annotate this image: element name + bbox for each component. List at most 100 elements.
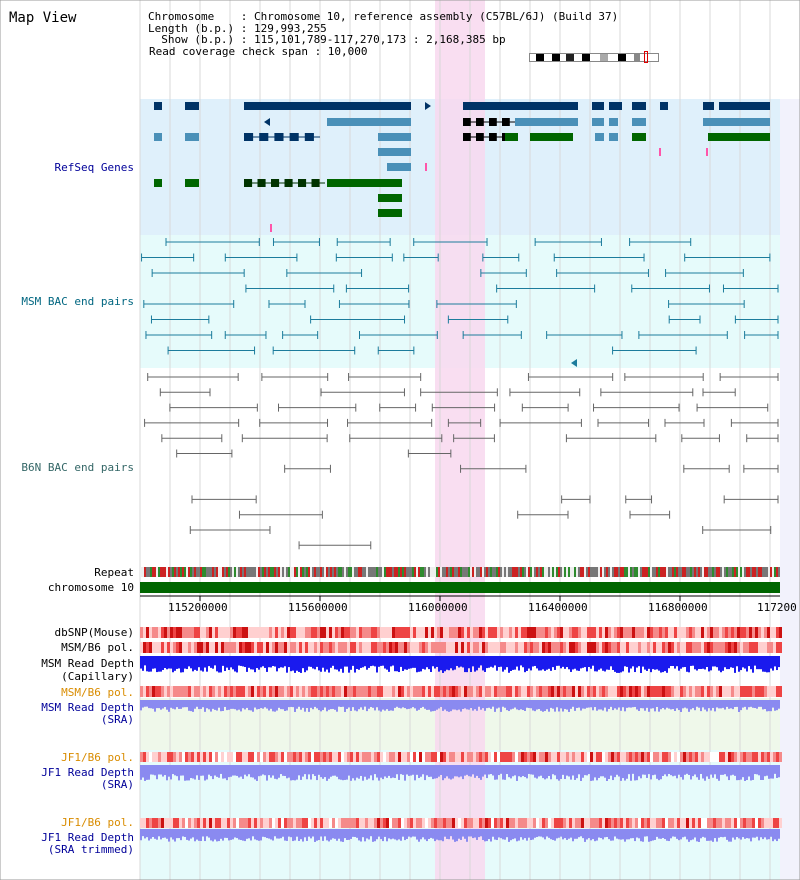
msm-b6-pol-heat-cell xyxy=(389,642,392,653)
msm-depth-sra-bar xyxy=(316,700,318,709)
dbsnp-heat-cell xyxy=(236,627,239,638)
jf1-pol-2-heat-cell xyxy=(254,818,257,828)
refseq-gene xyxy=(185,133,199,141)
jf1-depth-trim-bar xyxy=(678,829,680,841)
jf1-depth-trim-bar xyxy=(618,829,620,840)
msm-b6-pol-sra-heat-cell xyxy=(482,686,485,697)
msm-b6-pol-heat-cell xyxy=(359,642,362,653)
msm-b6-pol-sra-heat-cell xyxy=(335,686,338,697)
msm-b6-pol-heat-cell xyxy=(569,642,572,653)
msm-depth-capillary-bar xyxy=(238,656,240,666)
dbsnp-heat-cell xyxy=(299,627,302,638)
jf1-depth-trim-bar xyxy=(354,829,356,837)
msm-depth-capillary-bar xyxy=(178,656,180,669)
dbsnp-heat-cell xyxy=(569,627,572,638)
msm-b6-pol-heat-cell xyxy=(425,642,428,653)
jf1-depth-sra-bar xyxy=(356,765,358,778)
jf1-pol-heat-cell xyxy=(278,752,281,762)
jf1-depth-sra-bar xyxy=(716,765,718,779)
jf1-depth-sra-bar xyxy=(696,765,698,778)
jf1-pol-heat-cell xyxy=(149,752,152,762)
jf1-depth-sra-bar xyxy=(332,765,334,776)
jf1-pol-2-heat-cell xyxy=(395,818,398,828)
jf1-pol-2-heat-cell xyxy=(707,818,710,828)
repeat-segment xyxy=(342,567,344,577)
msm-b6-pol-heat-cell xyxy=(251,642,254,653)
msm-depth-sra-bar xyxy=(620,700,622,711)
chromosome-ideogram[interactable] xyxy=(529,51,659,63)
msm-b6-pol-sra-heat-cell xyxy=(701,686,704,697)
dbsnp-heat-cell xyxy=(683,627,686,638)
msm-depth-capillary-bar xyxy=(452,656,454,671)
repeat-segment xyxy=(702,567,704,577)
msm-depth-capillary-bar xyxy=(172,656,174,673)
jf1-pol-2-heat-cell xyxy=(755,818,758,828)
repeat-segment xyxy=(416,567,418,577)
msm-depth-capillary-bar xyxy=(146,656,148,672)
repeat-segment xyxy=(350,567,352,577)
msm-b6-pol-heat-cell xyxy=(521,642,524,653)
msm-depth-sra-bar xyxy=(468,700,470,710)
jf1-depth-trim-bar xyxy=(452,829,454,840)
repeat-segment xyxy=(648,567,650,577)
jf1-depth-trim-bar xyxy=(342,829,344,842)
jf1-pol-heat-cell xyxy=(200,752,203,762)
msm-b6-pol-sra-heat-cell xyxy=(617,686,620,697)
jf1-depth-trim-bar xyxy=(220,829,222,839)
jf1-depth-trim-bar xyxy=(156,829,158,840)
jf1-depth-sra-bar xyxy=(724,765,726,775)
dbsnp-heat-cell xyxy=(230,627,233,638)
refseq-gene-exon xyxy=(304,133,314,141)
jf1-depth-sra-bar xyxy=(264,765,266,776)
jf1-depth-sra-bar xyxy=(388,765,390,776)
refseq-gene xyxy=(719,102,770,110)
msm-depth-capillary-bar xyxy=(506,656,508,668)
jf1-depth-sra-bar xyxy=(336,765,338,777)
jf1-depth-trim-bar xyxy=(572,829,574,842)
msm-depth-capillary-bar xyxy=(562,656,564,667)
dbsnp-heat-cell xyxy=(260,627,263,638)
jf1-pol-2-heat-cell xyxy=(224,818,227,828)
jf1-pol-heat-cell xyxy=(143,752,146,762)
msm-depth-sra-bar xyxy=(578,700,580,708)
jf1-depth-trim-bar xyxy=(644,829,646,837)
repeat-segment xyxy=(248,567,250,577)
msm-depth-sra-bar xyxy=(618,700,620,708)
msm-depth-capillary-bar xyxy=(494,656,496,666)
msm-depth-capillary-bar xyxy=(350,656,352,670)
jf1-depth-sra-bar xyxy=(350,765,352,781)
msm-depth-sra-bar xyxy=(332,700,334,709)
jf1-pol-2-heat-cell xyxy=(689,818,692,828)
msm-depth-capillary-bar xyxy=(304,656,306,673)
repeat-segment xyxy=(276,567,278,577)
jf1-pol-2-heat-cell xyxy=(752,818,755,828)
msm-depth-sra-bar xyxy=(722,700,724,708)
repeat-segment xyxy=(710,567,712,577)
msm-b6-pol-sra-heat-cell xyxy=(773,686,776,697)
jf1-depth-trim-bar xyxy=(626,829,628,840)
jf1-depth-sra-bar xyxy=(250,765,252,778)
repeat-segment xyxy=(292,567,294,577)
msm-b6-pol-sra-heat-cell xyxy=(506,686,509,697)
msm-depth-capillary-bar xyxy=(540,656,542,671)
jf1-depth-sra-bar xyxy=(572,765,574,776)
msm-b6-pol-heat-cell xyxy=(704,642,707,653)
repeat-segment xyxy=(728,567,730,577)
msm-b6-pol-heat-cell xyxy=(665,642,668,653)
dbsnp-heat-cell xyxy=(557,627,560,638)
repeat-segment xyxy=(328,567,330,577)
repeat-segment xyxy=(340,567,342,577)
msm-depth-sra-bar xyxy=(330,700,332,710)
msm-b6-pol-heat-cell xyxy=(233,642,236,653)
dbsnp-heat-cell xyxy=(266,627,269,638)
jf1-pol-2-heat-cell xyxy=(695,818,698,828)
msm-depth-capillary-bar xyxy=(550,656,552,671)
msm-depth-sra-bar xyxy=(698,700,700,708)
jf1-pol-2-heat-cell xyxy=(503,818,506,828)
msm-depth-capillary-bar xyxy=(614,656,616,672)
msm-depth-capillary-bar xyxy=(334,656,336,670)
dbsnp-heat-cell xyxy=(425,627,428,638)
jf1-depth-trim-bar xyxy=(730,829,732,842)
dbsnp-heat-cell xyxy=(527,627,530,638)
